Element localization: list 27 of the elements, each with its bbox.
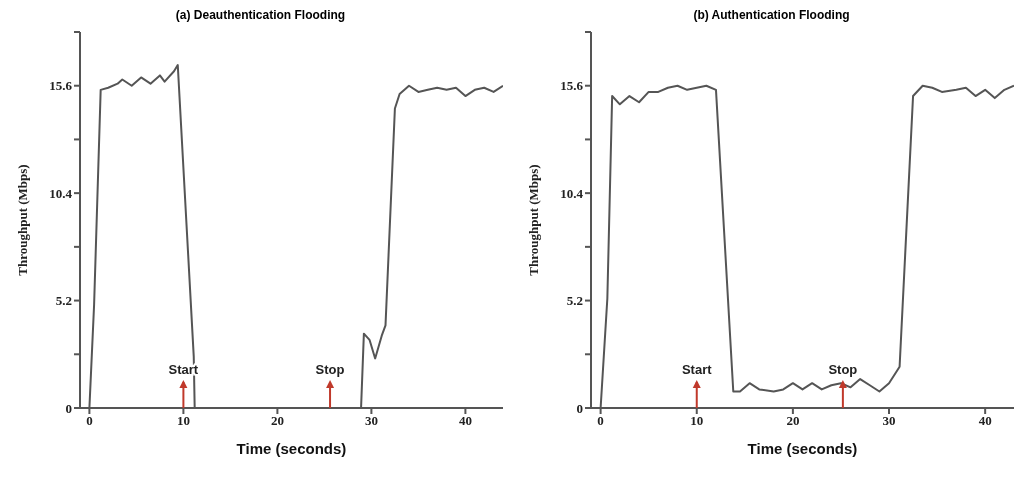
y-tick-label: 5.2	[55, 293, 72, 309]
x-tick-label: 20	[786, 413, 800, 429]
y-tick-label: 10.4	[49, 185, 73, 201]
y-tick-label: 5.2	[566, 293, 583, 309]
ref-line-label: Start	[681, 362, 713, 377]
y-axis-title: Throughput (Mbps)	[525, 164, 541, 276]
x-tick-label: 40	[978, 413, 992, 429]
ref-line-label: Stop	[828, 362, 858, 377]
chart-title: (b) Authentication Flooding	[692, 8, 851, 24]
y-tick-label: 10.4	[560, 185, 584, 201]
x-tick-label: 40	[458, 413, 472, 429]
y-axis-title: Throughput (Mbps)	[14, 164, 30, 276]
y-tick-label: 15.6	[560, 78, 584, 94]
x-tick-label: 0	[86, 413, 93, 429]
x-tick-label: 30	[364, 413, 378, 429]
x-axis-title: Time (seconds)	[236, 440, 347, 457]
x-tick-label: 10	[690, 413, 704, 429]
y-tick-label: 0	[576, 400, 583, 416]
x-tick-label: 10	[176, 413, 190, 429]
x-tick-label: 30	[882, 413, 896, 429]
ref-line-label: Stop	[315, 362, 345, 377]
chart-title: (a) Deauthentication Flooding	[174, 8, 347, 24]
x-axis-title: Time (seconds)	[747, 440, 858, 457]
x-tick-label: 0	[597, 413, 604, 429]
y-tick-label: 0	[65, 400, 72, 416]
x-tick-label: 20	[270, 413, 284, 429]
y-tick-label: 15.6	[49, 78, 73, 94]
